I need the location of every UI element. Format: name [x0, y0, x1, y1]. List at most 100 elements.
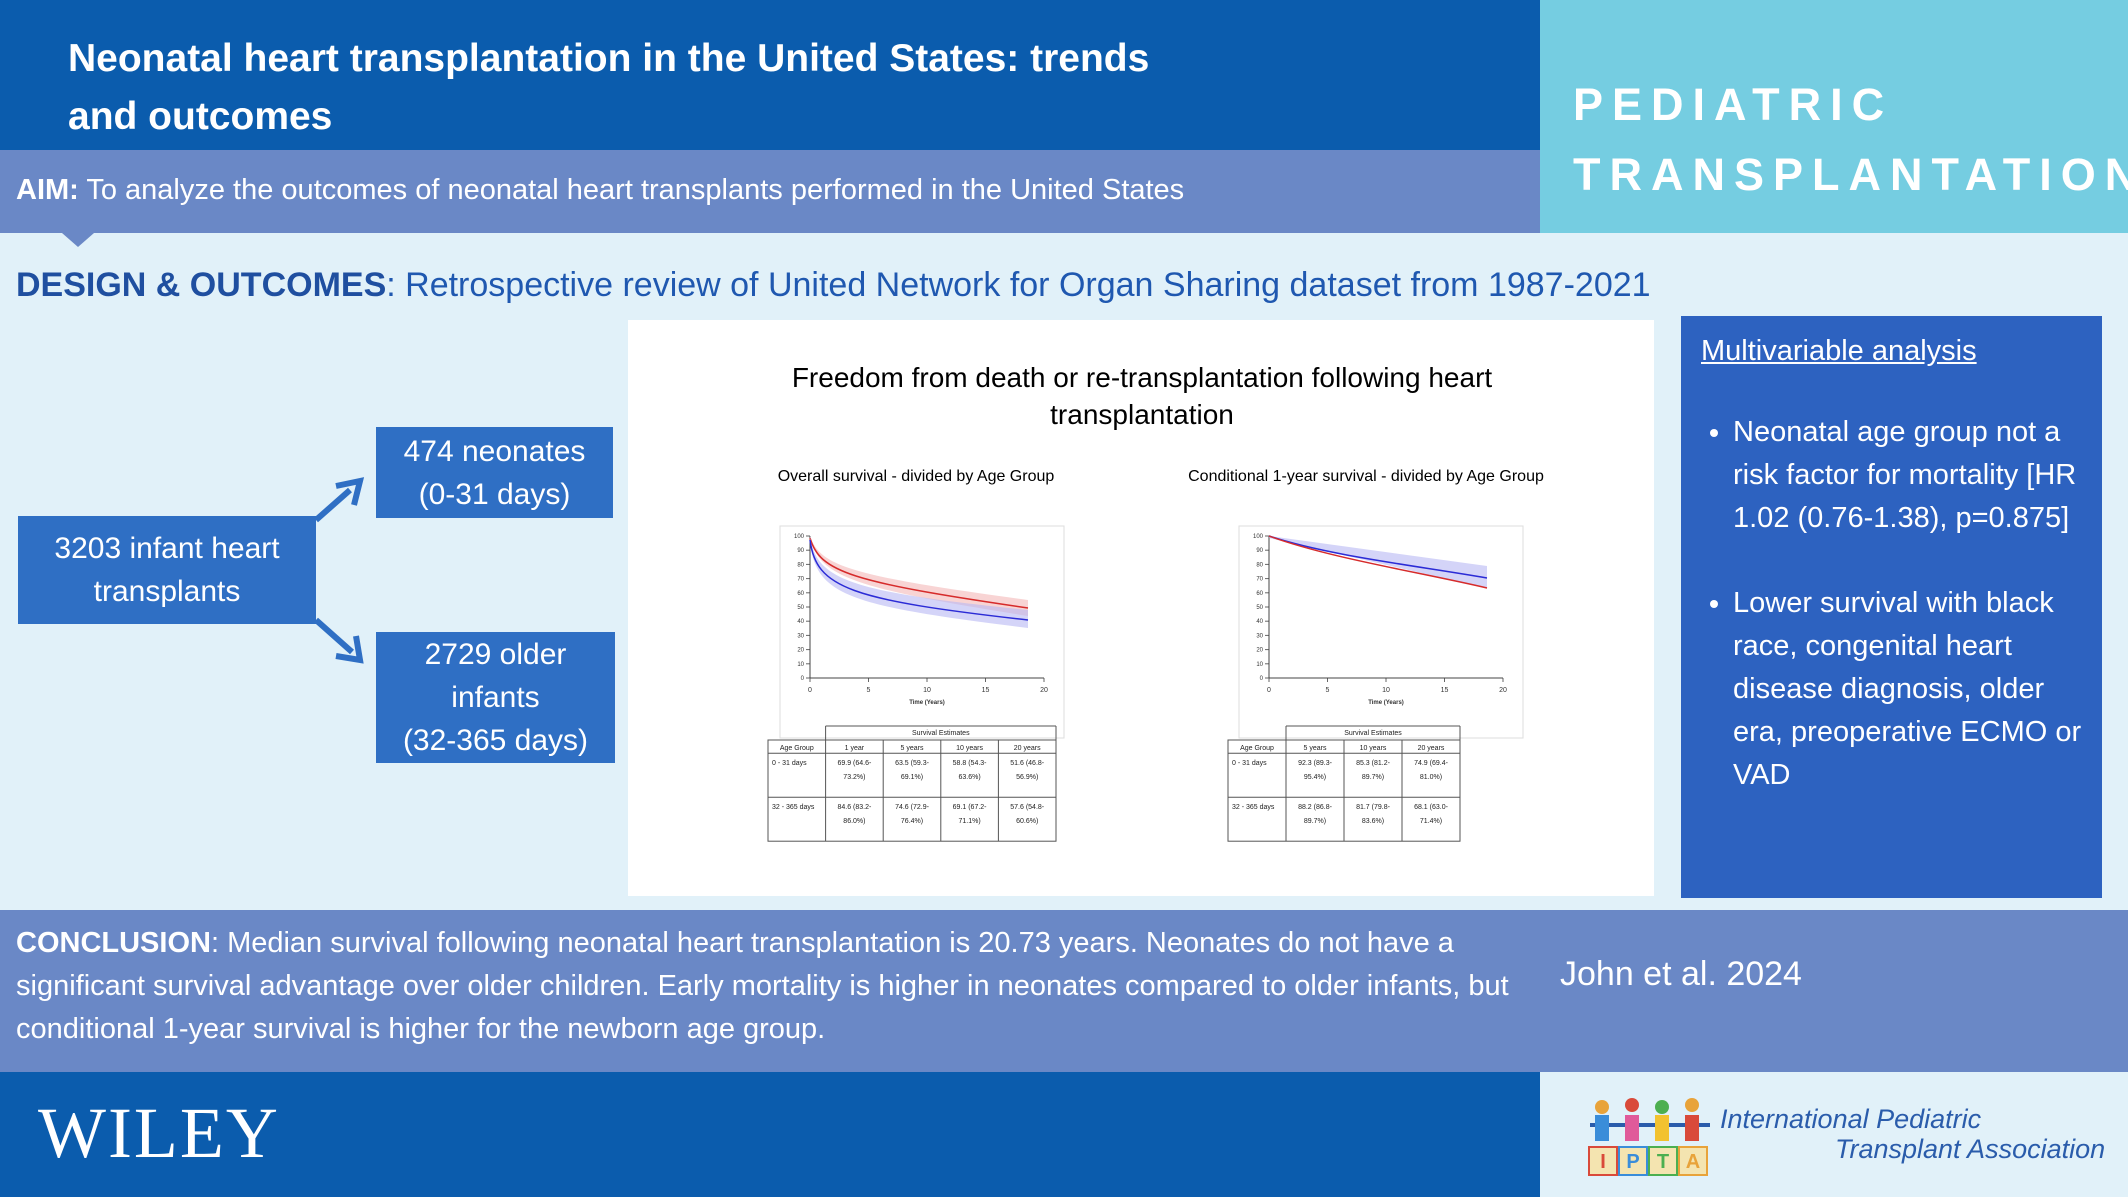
- title: Neonatal heart transplantation in the Un…: [68, 30, 1508, 146]
- table-cell: 74.6 (72.9- 76.4%): [895, 804, 930, 825]
- curve: [1268, 535, 1488, 579]
- y-tick-label: 90: [797, 548, 804, 554]
- journal-line: TRANSPLANTATION: [1573, 149, 2128, 200]
- table-header: 1 year: [845, 745, 865, 752]
- box-line: 3203 infant heart: [54, 532, 280, 565]
- cell-line: 71.1%): [959, 818, 981, 825]
- table-cell: 0 - 31 days: [1232, 760, 1267, 767]
- citation: John et al. 2024: [1560, 955, 1802, 993]
- x-tick-label: 5: [1326, 687, 1330, 694]
- journal-line: PEDIATRIC: [1573, 79, 1894, 130]
- y-tick-label: 70: [1256, 577, 1263, 583]
- y-tick-label: 20: [797, 648, 804, 654]
- x-tick-label: 15: [1441, 687, 1449, 694]
- cell-line: 69.1 (67.2-: [953, 804, 988, 811]
- arrow-head: [335, 635, 364, 664]
- cell-line: 89.7%): [1362, 774, 1384, 781]
- curve: [809, 537, 1029, 609]
- bullet: Neonatal age group not a risk factor for…: [1733, 411, 2084, 540]
- y-tick-label: 80: [1256, 562, 1263, 568]
- cell-line: 56.9%): [1016, 774, 1038, 781]
- multivariable-box: Multivariable analysis Neonatal age grou…: [1681, 316, 2102, 898]
- table-frame: [767, 739, 1057, 842]
- y-tick-label: 30: [1256, 633, 1263, 639]
- logo-figure: [1655, 1115, 1669, 1141]
- y-tick-label: 40: [797, 619, 804, 625]
- y-tick-label: 50: [1256, 605, 1263, 611]
- cell-line: 84.6 (83.2-: [837, 804, 872, 811]
- logo-block: [1588, 1146, 1618, 1176]
- conclusion-text: : Median survival following neonatal hea…: [16, 927, 1509, 1045]
- table-caption: Survival Estimates: [912, 730, 970, 737]
- logo-block: [1648, 1146, 1678, 1176]
- aim: AIM: To analyze the outcomes of neonatal…: [0, 150, 1540, 233]
- plot-frame: [779, 525, 1065, 739]
- cell-line: 85.3 (81.2-: [1356, 760, 1391, 767]
- cell-line: 63.5 (59.3-: [895, 760, 930, 767]
- logo-block: [1618, 1146, 1648, 1176]
- plot-frame: [1238, 525, 1524, 739]
- cell-line: 68.1 (63.0-: [1414, 804, 1449, 811]
- aim-label: AIM:: [16, 174, 79, 206]
- cell-line: 74.9 (69.4-: [1414, 760, 1449, 767]
- table-header: Age Group: [1240, 745, 1274, 752]
- bullet-list: Neonatal age group not a risk factor for…: [1701, 411, 2084, 797]
- table-cell: 32 - 365 days: [1232, 804, 1275, 811]
- title-line: and outcomes: [68, 95, 333, 138]
- logo-block: [1678, 1146, 1708, 1176]
- cell-line: 81.7 (79.8-: [1356, 804, 1391, 811]
- association-line: Transplant Association: [1835, 1134, 2106, 1164]
- y-tick-label: 60: [797, 591, 804, 597]
- design-label: DESIGN & OUTCOMES: [16, 266, 387, 304]
- bullet: Lower survival with black race, congenit…: [1733, 582, 2084, 797]
- y-tick-label: 100: [1253, 534, 1264, 540]
- source-box: 3203 infant heart transplants: [18, 516, 316, 624]
- y-tick-label: 10: [1256, 662, 1263, 668]
- logo-figure: [1685, 1098, 1699, 1112]
- table-cell: 63.5 (59.3- 69.1%): [895, 760, 930, 781]
- table-header: 10 years: [956, 745, 983, 752]
- table-header: 5 years: [901, 745, 924, 752]
- y-tick-label: 20: [1256, 648, 1263, 654]
- y-tick-label: 30: [797, 633, 804, 639]
- table-cell: 81.7 (79.8- 83.6%): [1356, 804, 1391, 825]
- cell-line: 74.6 (72.9-: [895, 804, 930, 811]
- box-line: 2729 older: [424, 638, 567, 671]
- multivariable-heading: Multivariable analysis: [1701, 335, 1977, 367]
- x-axis-label: Time (Years): [909, 700, 945, 706]
- plot-subtitle: Overall survival - divided by Age Group: [778, 468, 1055, 485]
- figure-title: transplantation: [1050, 399, 1234, 430]
- cell-line: 58.8 (54.3-: [953, 760, 988, 767]
- logo-figure: [1625, 1115, 1639, 1141]
- logo-figure: [1625, 1098, 1639, 1112]
- notch: [62, 233, 94, 247]
- box-line: infants: [451, 681, 540, 714]
- association-name: International Pediatric Transplant Associ…: [1720, 1104, 2105, 1164]
- logo-figure: [1595, 1100, 1609, 1114]
- band: [810, 536, 1028, 616]
- branch-box: 2729 older infants (32-365 days): [376, 632, 615, 763]
- cell-line: 81.0%): [1420, 774, 1442, 781]
- footer-band: [0, 1072, 1540, 1197]
- logo-figure: [1655, 1100, 1669, 1114]
- cell-line: 57.6 (54.8-: [1010, 804, 1045, 811]
- table-header: 20 years: [1014, 745, 1041, 752]
- curve: [809, 539, 1029, 621]
- band: [810, 536, 1028, 628]
- figure-title: Freedom from death or re-transplantation…: [792, 362, 1493, 393]
- cell-line: 89.7%): [1304, 818, 1326, 825]
- table-cell: 32 - 365 days: [772, 804, 815, 811]
- cell-line: 69.9 (64.6-: [837, 760, 872, 767]
- branch-box: 474 neonates (0-31 days): [376, 427, 613, 518]
- cell-line: 73.2%): [843, 774, 865, 781]
- box-line: (0-31 days): [418, 477, 571, 511]
- x-tick-label: 10: [1382, 687, 1390, 694]
- table-header: 5 years: [1304, 745, 1327, 752]
- table-cell: 84.6 (83.2- 86.0%): [837, 804, 872, 825]
- logo-figure: [1595, 1115, 1609, 1141]
- band: [1269, 536, 1487, 588]
- table-cell: 57.6 (54.8- 60.6%): [1010, 804, 1045, 825]
- y-tick-label: 50: [797, 605, 804, 611]
- journal-name: PEDIATRIC TRANSPLANTATION: [1540, 0, 2128, 233]
